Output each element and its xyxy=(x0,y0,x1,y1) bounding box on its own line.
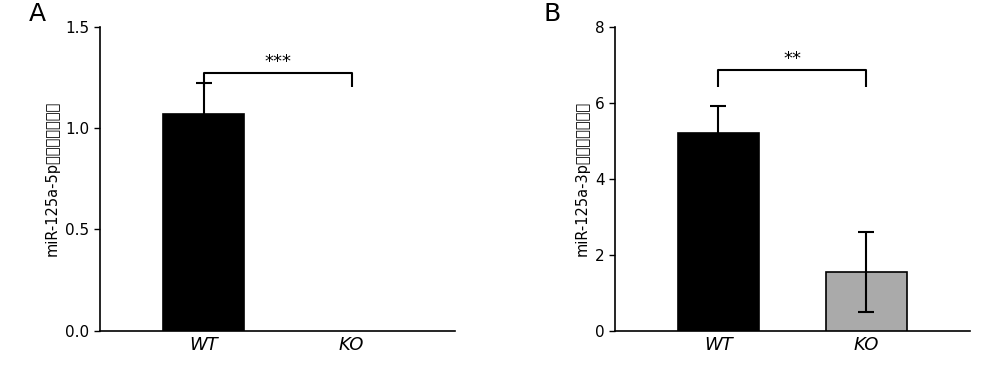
Text: A: A xyxy=(29,2,46,26)
Y-axis label: miR-125a-3p的相对表达水平: miR-125a-3p的相对表达水平 xyxy=(574,101,589,256)
Bar xyxy=(678,133,759,331)
Text: **: ** xyxy=(783,51,801,68)
Text: B: B xyxy=(544,2,561,26)
Y-axis label: miR-125a-5p的相对表达水平: miR-125a-5p的相对表达水平 xyxy=(45,101,60,256)
Bar xyxy=(163,114,244,331)
Bar xyxy=(826,272,907,331)
Text: ***: *** xyxy=(264,53,291,71)
